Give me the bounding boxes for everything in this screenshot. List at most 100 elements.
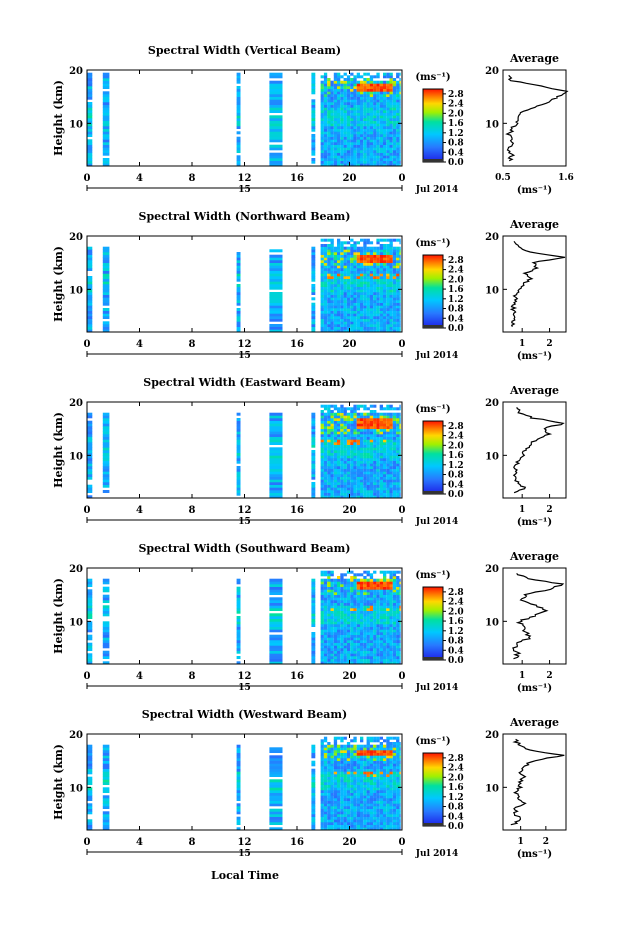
heatmap-cell <box>320 252 324 255</box>
heatmap-cell <box>379 610 383 614</box>
heatmap-cell <box>350 776 354 780</box>
heatmap-cell <box>353 439 357 443</box>
heatmap-cell <box>320 444 324 448</box>
heatmap-cell <box>350 471 354 475</box>
heatmap-cell <box>389 608 393 611</box>
heatmap-cell <box>396 613 400 617</box>
heatmap-cell <box>363 260 367 263</box>
heatmap-cell <box>379 308 383 311</box>
heatmap-cell <box>376 316 380 319</box>
heatmap-cell <box>320 814 324 817</box>
heatmap-cell <box>343 444 347 448</box>
heatmap-cell <box>379 123 383 127</box>
heatmap-cell <box>356 824 360 828</box>
heatmap-cell <box>386 434 390 437</box>
heatmap-cell <box>337 803 341 807</box>
heatmap-cell <box>363 278 367 282</box>
heatmap-cell <box>337 302 341 306</box>
heatmap-cell <box>102 455 110 459</box>
heatmap-cell <box>353 118 357 121</box>
heatmap-cell <box>389 656 393 659</box>
heatmap-cell <box>327 790 331 793</box>
heatmap-cell <box>343 463 347 467</box>
heatmap-cell <box>396 487 400 491</box>
heatmap-cell <box>376 444 380 448</box>
heatmap-cell <box>340 648 344 651</box>
heatmap-cell <box>392 418 397 421</box>
heatmap-cell <box>333 80 338 84</box>
heatmap-cell <box>353 99 357 103</box>
heatmap-cell <box>327 150 331 153</box>
heatmap-cell <box>379 645 383 649</box>
heatmap-cell <box>327 608 331 611</box>
heatmap-cell <box>369 326 374 330</box>
heatmap-cell <box>330 265 334 269</box>
heatmap-cell <box>343 431 347 435</box>
heatmap-cell <box>353 244 357 247</box>
heatmap-cell <box>363 452 367 456</box>
heatmap-cell <box>311 450 316 453</box>
heatmap-cell <box>330 616 334 619</box>
heatmap-cell <box>360 640 364 643</box>
x-tick-label: 20 <box>343 339 357 350</box>
heatmap-cell <box>379 286 383 290</box>
heatmap-cell <box>399 72 401 76</box>
heatmap-cell <box>396 621 400 625</box>
heatmap-cell <box>360 814 364 817</box>
heatmap-cell <box>337 244 341 247</box>
heatmap-cell <box>353 597 357 601</box>
heatmap-cell <box>366 436 370 440</box>
heatmap-cell <box>350 289 354 293</box>
heatmap-cell <box>360 265 364 269</box>
heatmap-cell <box>311 431 316 435</box>
heatmap-cell <box>386 412 390 416</box>
heatmap-cell <box>373 827 377 831</box>
heatmap-cell <box>343 134 347 137</box>
heatmap-cell <box>236 476 241 480</box>
heatmap-cell <box>376 254 380 258</box>
heatmap-cell <box>269 292 283 295</box>
heatmap-cell <box>343 578 347 582</box>
heatmap-cell <box>102 771 110 775</box>
heatmap-cell <box>383 624 387 627</box>
heatmap-cell <box>396 642 400 646</box>
heatmap-cell <box>269 763 283 767</box>
heatmap-cell <box>363 252 367 255</box>
heatmap-cell <box>102 632 110 635</box>
heatmap-cell <box>333 803 338 807</box>
heatmap-cell <box>320 800 324 804</box>
heatmap-cell <box>369 88 374 92</box>
heatmap-cell <box>102 324 110 327</box>
heatmap-cells <box>87 736 401 831</box>
heatmap-cell <box>236 300 241 303</box>
heatmap-cell <box>87 455 93 459</box>
heatmap-cell <box>383 600 387 603</box>
heatmap-cell <box>330 115 334 119</box>
heatmap-cell <box>396 265 400 269</box>
heatmap-cell <box>337 107 341 111</box>
heatmap-cell <box>373 80 377 84</box>
heatmap-cell <box>366 302 370 306</box>
heatmap-cell <box>346 605 351 609</box>
heatmap-cell <box>340 750 344 753</box>
heatmap-cell <box>340 650 344 654</box>
heatmap-cell <box>383 452 387 456</box>
heatmap-cell <box>396 415 400 419</box>
heatmap-cell <box>376 75 380 79</box>
heatmap-cell <box>386 610 390 614</box>
heatmap-cell <box>356 99 360 103</box>
heatmap-cell <box>396 468 400 472</box>
heatmap-cell <box>383 88 387 92</box>
heatmap-cell <box>386 96 390 100</box>
heatmap-cell <box>353 313 357 317</box>
heatmap-cell <box>373 624 377 627</box>
heatmap-cell <box>389 439 393 443</box>
heatmap-cell <box>389 573 393 577</box>
heatmap-cell <box>389 273 393 277</box>
heatmap-cell <box>323 592 328 595</box>
heatmap-cell <box>360 313 364 317</box>
heatmap-cell <box>369 439 374 443</box>
heatmap-cell <box>379 102 383 105</box>
heatmap-cell <box>356 147 360 151</box>
heatmap-cell <box>236 308 241 311</box>
